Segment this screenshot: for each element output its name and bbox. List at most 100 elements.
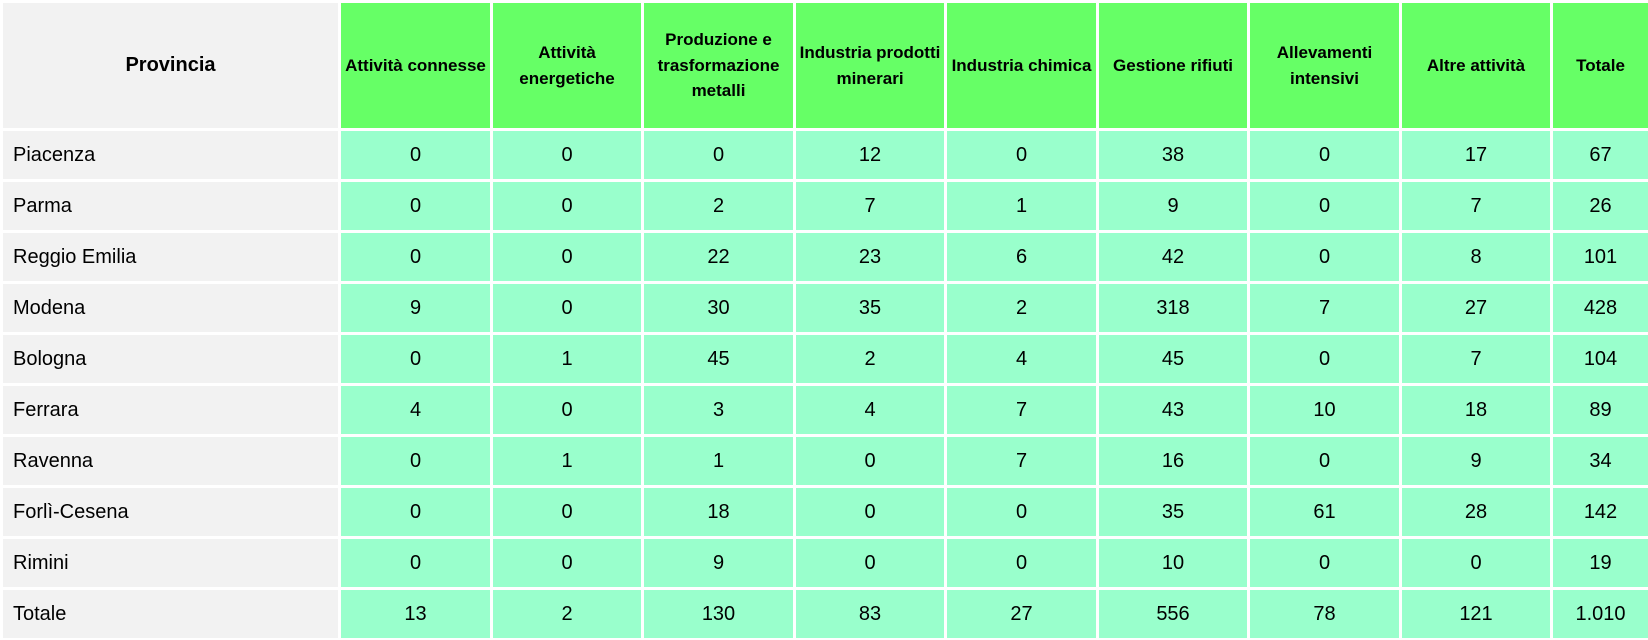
table-row: Forlì-Cesena 0 0 18 0 0 35 61 28 142 (0, 485, 1648, 539)
value-cell: 121 (1399, 587, 1553, 640)
value-cell: 1 (944, 179, 1099, 233)
value-cell: 0 (1247, 536, 1402, 590)
value-cell: 0 (944, 485, 1099, 539)
value-cell: 0 (793, 434, 947, 488)
table-header: Provincia Attività connesse Attività ene… (0, 0, 1648, 131)
value-cell: 9 (641, 536, 796, 590)
row-label: Ferrara (0, 383, 341, 437)
table-row: Piacenza 0 0 0 12 0 38 0 17 67 (0, 128, 1648, 182)
value-cell: 0 (490, 230, 644, 284)
value-cell: 12 (793, 128, 947, 182)
value-cell: 10 (1096, 536, 1250, 590)
table-body: Piacenza 0 0 0 12 0 38 0 17 67 Parma 0 0 2 7 1 9 0 7 26 Regg… (0, 128, 1648, 640)
header-produzione-trasformazione-metalli: Produzione e trasformazione metalli (641, 0, 796, 131)
row-total-cell: 26 (1550, 179, 1648, 233)
value-cell: 0 (1399, 536, 1553, 590)
value-cell: 556 (1096, 587, 1250, 640)
value-cell: 7 (793, 179, 947, 233)
row-total-cell: 67 (1550, 128, 1648, 182)
value-cell: 0 (641, 128, 796, 182)
header-altre-attivita: Altre attività (1399, 0, 1553, 131)
value-cell: 22 (641, 230, 796, 284)
value-cell: 7 (1247, 281, 1402, 335)
header-attivita-connesse: Attività connesse (338, 0, 493, 131)
value-cell: 1 (641, 434, 796, 488)
value-cell: 18 (641, 485, 796, 539)
totals-row-label: Totale (0, 587, 341, 640)
value-cell: 4 (338, 383, 493, 437)
value-cell: 27 (944, 587, 1099, 640)
header-allevamenti-intensivi: Allevamenti intensivi (1247, 0, 1402, 131)
value-cell: 1 (490, 332, 644, 386)
value-cell: 2 (944, 281, 1099, 335)
value-cell: 30 (641, 281, 796, 335)
value-cell: 4 (793, 383, 947, 437)
value-cell: 0 (1247, 434, 1402, 488)
value-cell: 0 (1247, 128, 1402, 182)
value-cell: 7 (1399, 179, 1553, 233)
header-industria-chimica: Industria chimica (944, 0, 1099, 131)
value-cell: 0 (490, 383, 644, 437)
value-cell: 7 (1399, 332, 1553, 386)
table-row: Ravenna 0 1 1 0 7 16 0 9 34 (0, 434, 1648, 488)
value-cell: 0 (490, 536, 644, 590)
table-row: Parma 0 0 2 7 1 9 0 7 26 (0, 179, 1648, 233)
row-label: Reggio Emilia (0, 230, 341, 284)
value-cell: 45 (641, 332, 796, 386)
value-cell: 83 (793, 587, 947, 640)
value-cell: 35 (793, 281, 947, 335)
row-total-cell: 1.010 (1550, 587, 1648, 640)
row-total-cell: 34 (1550, 434, 1648, 488)
value-cell: 9 (338, 281, 493, 335)
value-cell: 78 (1247, 587, 1402, 640)
value-cell: 0 (490, 128, 644, 182)
value-cell: 38 (1096, 128, 1250, 182)
value-cell: 28 (1399, 485, 1553, 539)
row-total-cell: 428 (1550, 281, 1648, 335)
value-cell: 9 (1096, 179, 1250, 233)
value-cell: 13 (338, 587, 493, 640)
value-cell: 0 (490, 281, 644, 335)
header-totale: Totale (1550, 0, 1648, 131)
value-cell: 0 (338, 332, 493, 386)
value-cell: 42 (1096, 230, 1250, 284)
row-label: Rimini (0, 536, 341, 590)
value-cell: 23 (793, 230, 947, 284)
value-cell: 0 (944, 536, 1099, 590)
row-label: Parma (0, 179, 341, 233)
value-cell: 8 (1399, 230, 1553, 284)
value-cell: 0 (490, 179, 644, 233)
table-row: Reggio Emilia 0 0 22 23 6 42 0 8 101 (0, 230, 1648, 284)
value-cell: 6 (944, 230, 1099, 284)
table-row: Ferrara 4 0 3 4 7 43 10 18 89 (0, 383, 1648, 437)
value-cell: 0 (793, 536, 947, 590)
value-cell: 17 (1399, 128, 1553, 182)
value-cell: 0 (338, 128, 493, 182)
row-label: Piacenza (0, 128, 341, 182)
value-cell: 0 (338, 485, 493, 539)
row-total-cell: 101 (1550, 230, 1648, 284)
value-cell: 45 (1096, 332, 1250, 386)
header-gestione-rifiuti: Gestione rifiuti (1096, 0, 1250, 131)
value-cell: 0 (490, 485, 644, 539)
value-cell: 2 (490, 587, 644, 640)
value-cell: 7 (944, 383, 1099, 437)
value-cell: 9 (1399, 434, 1553, 488)
value-cell: 3 (641, 383, 796, 437)
value-cell: 130 (641, 587, 796, 640)
value-cell: 35 (1096, 485, 1250, 539)
value-cell: 0 (338, 434, 493, 488)
header-industria-prodotti-minerari: Industria prodotti minerari (793, 0, 947, 131)
value-cell: 2 (641, 179, 796, 233)
row-label: Ravenna (0, 434, 341, 488)
value-cell: 43 (1096, 383, 1250, 437)
value-cell: 0 (338, 536, 493, 590)
row-total-cell: 89 (1550, 383, 1648, 437)
value-cell: 4 (944, 332, 1099, 386)
value-cell: 0 (338, 179, 493, 233)
value-cell: 61 (1247, 485, 1402, 539)
value-cell: 0 (1247, 179, 1402, 233)
header-row: Provincia Attività connesse Attività ene… (0, 0, 1648, 131)
row-total-cell: 19 (1550, 536, 1648, 590)
